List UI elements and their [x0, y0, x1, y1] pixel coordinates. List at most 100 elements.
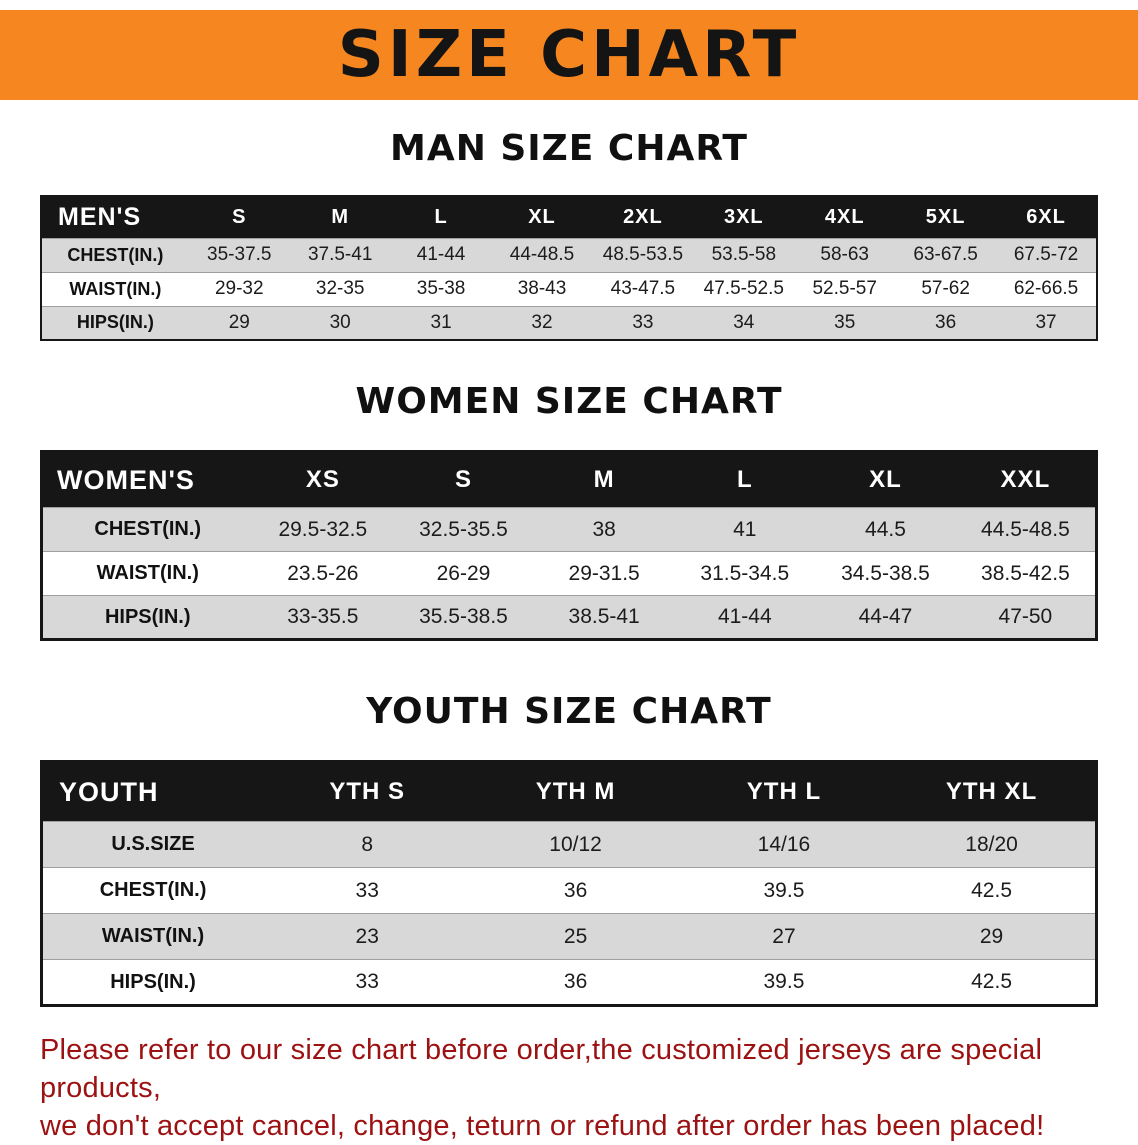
table-cell: 58-63	[794, 237, 896, 272]
table-cell: 38	[533, 507, 675, 552]
table-cell: 38-43	[491, 271, 593, 306]
table-header-cell: L	[674, 451, 816, 508]
table-cell: 57-62	[895, 271, 997, 306]
size-table: YOUTH YTH S YTH M YTH L YTH XL U.S.SIZE 8 10/12…	[40, 760, 1098, 1007]
table-cell: 43-47.5	[592, 271, 694, 306]
table-cell: 29.5-32.5	[252, 507, 394, 552]
row-label-cell: HIPS(IN.)	[41, 595, 253, 640]
table-cell: 31.5-34.5	[674, 551, 816, 596]
table-cell: 33	[592, 305, 694, 340]
table-header-cell: M	[533, 451, 675, 508]
disclaimer-line-1: Please refer to our size chart before or…	[40, 1034, 1043, 1104]
table-cell: 44.5	[815, 507, 956, 552]
table-row: WAIST(IN.) 23 25 27 29	[41, 913, 1097, 960]
table-header-cell: YTH M	[471, 761, 680, 822]
table-cell: 41-44	[674, 595, 816, 640]
table-cell: 29	[888, 913, 1097, 960]
table-cell: 37.5-41	[289, 237, 391, 272]
table-cell: 29-32	[188, 271, 290, 306]
table-header-cell: S	[188, 196, 290, 238]
table-cell: 23.5-26	[252, 551, 394, 596]
table-cell: 42.5	[888, 959, 1097, 1006]
table-cell: 38.5-41	[533, 595, 675, 640]
table-cell: 29-31.5	[533, 551, 675, 596]
table-cell: 63-67.5	[895, 237, 997, 272]
table-row: CHEST(IN.) 29.5-32.5 32.5-35.5 38 41 44.5 44.5…	[41, 507, 1097, 552]
table-cell: 37	[996, 305, 1097, 340]
table-cell: 36	[471, 867, 680, 914]
table-cell: 26-29	[393, 551, 534, 596]
table-header-cell: XS	[252, 451, 394, 508]
table-header-cell: M	[289, 196, 391, 238]
table-cell: 41-44	[390, 237, 492, 272]
table-cell: 27	[679, 913, 889, 960]
table-header-cell: S	[393, 451, 534, 508]
table-cell: 41	[674, 507, 816, 552]
table-cell: 23	[263, 913, 472, 960]
table-header-cell: 6XL	[996, 196, 1097, 238]
table-title-cell: YOUTH	[41, 761, 264, 822]
table-row: U.S.SIZE 8 10/12 14/16 18/20	[41, 821, 1097, 868]
table-cell: 47.5-52.5	[693, 271, 795, 306]
banner-title: SIZE CHART	[337, 18, 801, 92]
table-cell: 34.5-38.5	[815, 551, 956, 596]
youth-section-heading: YOUTH SIZE CHART	[366, 691, 772, 732]
table-cell: 67.5-72	[996, 237, 1097, 272]
table-header-cell: 3XL	[693, 196, 795, 238]
youth-size-section: YOUTH SIZE CHART YOUTH YTH S YTH M YTH L YTH…	[0, 691, 1138, 1007]
size-chart-banner: SIZE CHART	[0, 10, 1138, 100]
table-row: WAIST(IN.) 23.5-26 26-29 29-31.5 31.5-34.5 34…	[41, 551, 1097, 596]
table-header-row: MEN'S S M L XL 2XL 3XL 4XL 5XL 6XL	[41, 196, 1097, 238]
table-cell: 52.5-57	[794, 271, 896, 306]
row-label-cell: U.S.SIZE	[41, 821, 264, 868]
table-row: HIPS(IN.) 29 30 31 32 33 34 35 36 37	[41, 305, 1097, 340]
table-title-cell: MEN'S	[41, 196, 189, 238]
men-size-section: MAN SIZE CHART MEN'S S M L XL 2XL 3XL 4XL 5XL 6XL…	[0, 128, 1138, 341]
table-cell: 33	[263, 867, 472, 914]
table-header-cell: YTH L	[679, 761, 889, 822]
table-header-cell: 4XL	[794, 196, 896, 238]
table-cell: 39.5	[679, 959, 889, 1006]
row-label-cell: HIPS(IN.)	[41, 305, 189, 340]
table-header-cell: L	[390, 196, 492, 238]
table-cell: 48.5-53.5	[592, 237, 694, 272]
table-header-cell: XXL	[955, 451, 1097, 508]
table-cell: 35.5-38.5	[393, 595, 534, 640]
table-cell: 39.5	[679, 867, 889, 914]
row-label-cell: HIPS(IN.)	[41, 959, 264, 1006]
table-cell: 36	[471, 959, 680, 1006]
table-cell: 38.5-42.5	[955, 551, 1097, 596]
table-cell: 35-37.5	[188, 237, 290, 272]
women-size-table: WOMEN'S XS S M L XL XXL CHEST(IN.) 29.5-32.5 32.5…	[40, 450, 1098, 641]
row-label-cell: CHEST(IN.)	[41, 507, 253, 552]
table-cell: 35	[794, 305, 896, 340]
table-header-cell: YTH XL	[888, 761, 1097, 822]
table-header-cell: 2XL	[592, 196, 694, 238]
table-row: HIPS(IN.) 33-35.5 35.5-38.5 38.5-41 41-44 44-…	[41, 595, 1097, 640]
table-row: CHEST(IN.) 35-37.5 37.5-41 41-44 44-48.5 48.5…	[41, 237, 1097, 272]
row-label-cell: CHEST(IN.)	[41, 237, 189, 272]
table-cell: 32	[491, 305, 593, 340]
row-label-cell: WAIST(IN.)	[41, 551, 253, 596]
table-header-cell: XL	[815, 451, 956, 508]
table-cell: 29	[188, 305, 290, 340]
table-header-cell: XL	[491, 196, 593, 238]
table-cell: 34	[693, 305, 795, 340]
table-row: HIPS(IN.) 33 36 39.5 42.5	[41, 959, 1097, 1006]
table-header-cell: YTH S	[263, 761, 472, 822]
men-section-heading: MAN SIZE CHART	[390, 128, 748, 169]
table-cell: 44-48.5	[491, 237, 593, 272]
table-header-row: YOUTH YTH S YTH M YTH L YTH XL	[41, 761, 1097, 822]
row-label-cell: WAIST(IN.)	[41, 913, 264, 960]
table-cell: 36	[895, 305, 997, 340]
table-cell: 18/20	[888, 821, 1097, 868]
table-row: CHEST(IN.) 33 36 39.5 42.5	[41, 867, 1097, 914]
row-label-cell: WAIST(IN.)	[41, 271, 189, 306]
table-cell: 31	[390, 305, 492, 340]
table-cell: 62-66.5	[996, 271, 1097, 306]
table-header-row: WOMEN'S XS S M L XL XXL	[41, 451, 1097, 508]
table-cell: 32.5-35.5	[393, 507, 534, 552]
table-cell: 53.5-58	[693, 237, 795, 272]
women-section-heading: WOMEN SIZE CHART	[355, 381, 783, 422]
table-row: WAIST(IN.) 29-32 32-35 35-38 38-43 43-47.5 47.…	[41, 271, 1097, 306]
